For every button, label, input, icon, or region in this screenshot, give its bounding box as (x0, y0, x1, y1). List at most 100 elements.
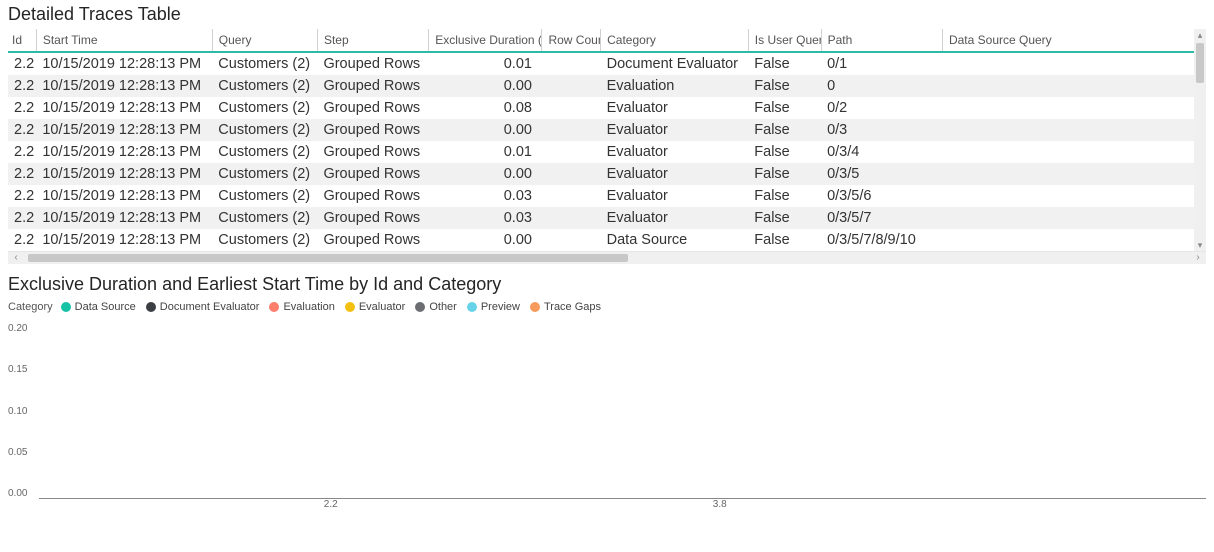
y-tick-label: 0.05 (8, 447, 38, 458)
legend-swatch (345, 302, 355, 312)
legend-item[interactable]: Data Source (61, 301, 136, 313)
bar-slot (1012, 323, 1207, 499)
x-tick-label: 2.2 (234, 499, 429, 513)
table-cell (942, 207, 1205, 229)
table-row[interactable]: 2.210/15/2019 12:28:13 PMCustomers (2)Gr… (8, 207, 1206, 229)
table-cell: 0.00 (429, 163, 542, 185)
table-row[interactable]: 2.210/15/2019 12:28:13 PMCustomers (2)Gr… (8, 229, 1206, 251)
table-cell: 0/1 (821, 52, 942, 75)
table-cell: 0/3/5/6 (821, 185, 942, 207)
table-cell: Grouped Rows (317, 163, 428, 185)
vertical-scroll-thumb[interactable] (1196, 43, 1204, 83)
table-row[interactable]: 2.210/15/2019 12:28:13 PMCustomers (2)Gr… (8, 75, 1206, 97)
detailed-traces-section: Detailed Traces Table IdStart TimeQueryS… (8, 4, 1206, 264)
table-cell (542, 141, 601, 163)
table-cell (542, 207, 601, 229)
table-cell: 2.2 (8, 52, 36, 75)
table-cell: Grouped Rows (317, 141, 428, 163)
legend-swatch (61, 302, 71, 312)
horizontal-scroll-thumb[interactable] (28, 254, 628, 262)
table-cell (942, 97, 1205, 119)
table-cell: 2.2 (8, 185, 36, 207)
table-cell: False (748, 52, 821, 75)
table-cell (942, 141, 1205, 163)
table-cell: Grouped Rows (317, 52, 428, 75)
column-header[interactable]: Path (821, 29, 942, 52)
column-header[interactable]: Category (601, 29, 749, 52)
x-tick-label (817, 499, 1012, 513)
table-cell: 2.2 (8, 207, 36, 229)
table-cell: 10/15/2019 12:28:13 PM (36, 52, 212, 75)
table-body: 2.210/15/2019 12:28:13 PMCustomers (2)Gr… (8, 52, 1206, 251)
legend-text: Preview (481, 301, 520, 313)
vertical-scrollbar[interactable]: ▴ ▾ (1194, 29, 1206, 251)
table-cell: 0/3 (821, 119, 942, 141)
table-cell: Customers (2) (212, 52, 317, 75)
column-header[interactable]: Exclusive Duration (%) (429, 29, 542, 52)
table-cell: 0.00 (429, 75, 542, 97)
bar-slot (234, 323, 429, 499)
scroll-left-icon[interactable]: ‹ (8, 252, 24, 264)
column-header[interactable]: Is User Query (748, 29, 821, 52)
table-cell: 10/15/2019 12:28:13 PM (36, 141, 212, 163)
legend-text: Evaluation (283, 301, 334, 313)
column-header[interactable]: Row Count (542, 29, 601, 52)
table-cell: 0.08 (429, 97, 542, 119)
table-cell (942, 52, 1205, 75)
legend-item[interactable]: Other (415, 301, 457, 313)
scroll-down-icon[interactable]: ▾ (1194, 239, 1206, 251)
legend-text: Data Source (75, 301, 136, 313)
legend-swatch (530, 302, 540, 312)
legend-label: Category (8, 301, 53, 313)
column-header[interactable]: Query (212, 29, 317, 52)
legend-text: Other (429, 301, 457, 313)
table-cell: False (748, 97, 821, 119)
table-row[interactable]: 2.210/15/2019 12:28:13 PMCustomers (2)Gr… (8, 52, 1206, 75)
y-tick-label: 0.15 (8, 364, 38, 375)
table-cell: 2.2 (8, 119, 36, 141)
table-cell (542, 185, 601, 207)
traces-table: IdStart TimeQueryStepExclusive Duration … (8, 29, 1206, 251)
y-tick-label: 0.00 (8, 488, 38, 499)
chart-area: 0.200.150.100.050.00 2.23.8 (8, 323, 1206, 513)
table-cell: Grouped Rows (317, 229, 428, 251)
table-row[interactable]: 2.210/15/2019 12:28:13 PMCustomers (2)Gr… (8, 97, 1206, 119)
table-cell: 10/15/2019 12:28:13 PM (36, 229, 212, 251)
scroll-right-icon[interactable]: › (1190, 252, 1206, 264)
table-row[interactable]: 2.210/15/2019 12:28:13 PMCustomers (2)Gr… (8, 163, 1206, 185)
table-row[interactable]: 2.210/15/2019 12:28:13 PMCustomers (2)Gr… (8, 141, 1206, 163)
column-header[interactable]: Start Time (36, 29, 212, 52)
table-row[interactable]: 2.210/15/2019 12:28:13 PMCustomers (2)Gr… (8, 119, 1206, 141)
legend-item[interactable]: Evaluator (345, 301, 405, 313)
table-cell (542, 163, 601, 185)
legend-swatch (415, 302, 425, 312)
table-cell: 2.2 (8, 97, 36, 119)
legend-item[interactable]: Preview (467, 301, 520, 313)
x-tick-label (428, 499, 623, 513)
table-cell: Grouped Rows (317, 185, 428, 207)
table-cell (942, 229, 1205, 251)
legend-item[interactable]: Evaluation (269, 301, 334, 313)
table-header-row: IdStart TimeQueryStepExclusive Duration … (8, 29, 1206, 52)
legend-item[interactable]: Trace Gaps (530, 301, 601, 313)
chart-title: Exclusive Duration and Earliest Start Ti… (8, 274, 1206, 295)
chart-legend: Category Data Source Document Evaluator Eva… (8, 301, 1206, 313)
table-cell (542, 52, 601, 75)
table-row[interactable]: 2.210/15/2019 12:28:13 PMCustomers (2)Gr… (8, 185, 1206, 207)
table-container: IdStart TimeQueryStepExclusive Duration … (8, 29, 1206, 252)
legend-swatch (467, 302, 477, 312)
legend-text: Trace Gaps (544, 301, 601, 313)
table-cell: 0/2 (821, 97, 942, 119)
horizontal-scrollbar[interactable]: ‹ › (8, 252, 1206, 264)
table-cell: 0/3/5 (821, 163, 942, 185)
chart-plot[interactable]: 2.23.8 (38, 323, 1206, 513)
scroll-up-icon[interactable]: ▴ (1194, 29, 1206, 41)
table-cell: Customers (2) (212, 75, 317, 97)
legend-item[interactable]: Document Evaluator (146, 301, 260, 313)
table-cell: Customers (2) (212, 141, 317, 163)
column-header[interactable]: Step (317, 29, 428, 52)
table-cell: False (748, 207, 821, 229)
column-header[interactable]: Data Source Query (942, 29, 1205, 52)
column-header[interactable]: Id (8, 29, 36, 52)
table-cell: Grouped Rows (317, 119, 428, 141)
